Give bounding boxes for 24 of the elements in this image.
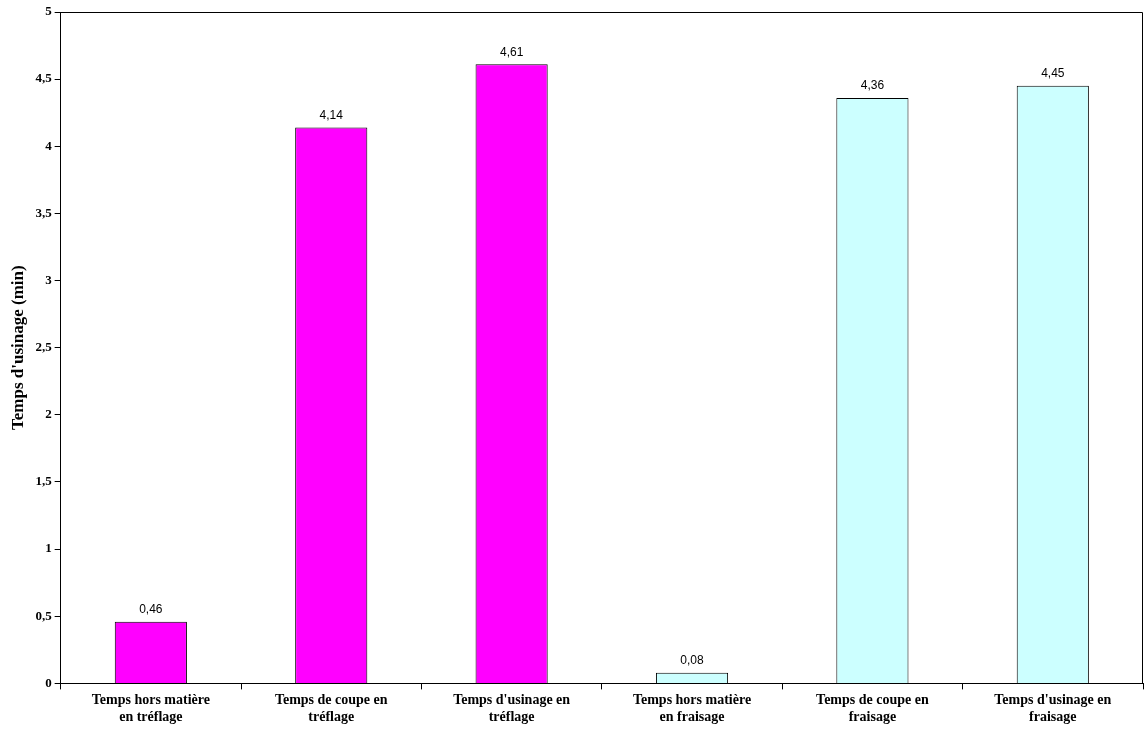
y-tick-label: 2,5 [35,339,53,355]
x-tick-label: Temps de coupe en tréflage [274,692,388,725]
y-tick-label: 1 [45,540,52,556]
data-label: 4,36 [860,78,885,93]
data-label: 4,14 [319,107,344,122]
x-tick-label: Temps d'usinage en fraisage [994,692,1112,725]
y-tick-label: 3 [45,271,53,287]
x-tick-label: Temps d'usinage en tréflage [453,692,571,725]
data-label: 0,46 [139,601,163,616]
y-tick-label: 4 [45,137,53,153]
y-tick-label: 1,5 [35,473,53,489]
x-tick-label: Temps hors matière en tréflage [91,692,210,725]
x-tick-label: Temps hors matière en fraisage [632,692,752,725]
y-tick-label: 5 [45,3,53,19]
y-axis-title: Temps d'usinage (min) [7,265,27,431]
y-tick-label: 2 [45,406,52,422]
y-tick-label: 0,5 [35,607,53,623]
y-tick-label: 0 [45,674,52,690]
data-label: 4,61 [499,44,524,59]
data-label: 4,45 [1041,66,1065,81]
y-tick-label: 3,5 [35,204,53,220]
y-tick-label: 4,5 [35,70,53,86]
data-label: 0,08 [680,652,705,667]
x-tick-label: Temps de coupe en fraisage [816,692,929,725]
